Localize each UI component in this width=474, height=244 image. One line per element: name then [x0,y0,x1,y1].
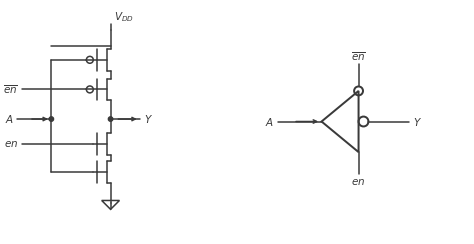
Text: $\overline{en}$: $\overline{en}$ [3,83,18,96]
Text: $en$: $en$ [3,139,18,149]
Text: $A$: $A$ [265,115,274,128]
Circle shape [109,117,113,121]
Text: $\overline{en}$: $\overline{en}$ [351,50,366,63]
Text: $A$: $A$ [5,113,14,125]
Text: $Y$: $Y$ [413,115,422,128]
Text: $V_{DD}$: $V_{DD}$ [114,10,134,24]
Text: $Y$: $Y$ [144,113,153,125]
Circle shape [49,117,54,121]
Text: $en$: $en$ [351,177,365,187]
